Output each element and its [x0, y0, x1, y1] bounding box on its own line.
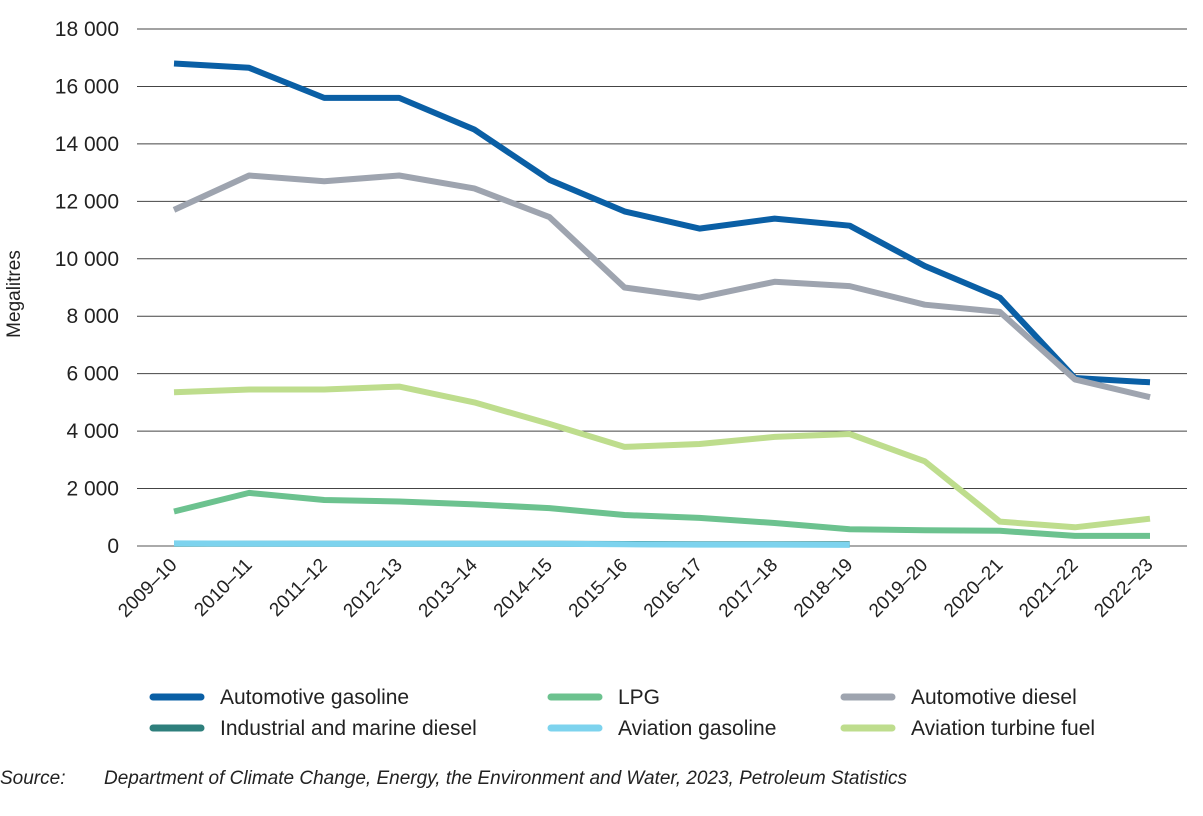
source-note: Source: Department of Climate Change, Ene…: [0, 768, 907, 790]
x-tick-label: 2020–21: [940, 555, 1007, 622]
source-label: Source:: [0, 768, 66, 789]
y-tick-label: 2 000: [66, 478, 119, 501]
x-tick-label: 2017–18: [715, 555, 782, 622]
y-tick-label: 18 000: [55, 18, 119, 41]
y-tick-label: 8 000: [66, 305, 119, 328]
legend-label: Industrial and marine diesel: [220, 717, 477, 740]
legend-label: Automotive gasoline: [220, 686, 409, 709]
x-tick-label: 2016–17: [640, 555, 707, 622]
source-text: Department of Climate Change, Energy, th…: [104, 768, 907, 789]
x-tick-label: 2012–13: [340, 555, 407, 622]
legend-label: Aviation gasoline: [618, 717, 776, 740]
series-line-lpg: [173, 489, 1150, 539]
x-tick-label: 2019–20: [865, 555, 932, 622]
y-tick-label: 10 000: [55, 248, 119, 271]
x-tick-label: 2009–10: [114, 555, 181, 622]
series-line-aviation-gasoline: [173, 540, 850, 548]
series-line-automotive-gasoline: [173, 60, 1151, 386]
x-tick-label: 2011–12: [266, 555, 332, 621]
y-axis-label: Megalitres: [4, 250, 25, 338]
legend-label: LPG: [618, 686, 660, 709]
y-tick-label: 14 000: [55, 133, 119, 156]
legend-label: Aviation turbine fuel: [911, 717, 1095, 740]
y-tick-label: 12 000: [55, 190, 119, 213]
series-line-automotive-diesel: [172, 172, 1151, 401]
y-tick-label: 0: [107, 535, 119, 558]
x-tick-label: 2021–22: [1015, 555, 1082, 622]
y-tick-label: 6 000: [66, 363, 119, 386]
series-line-aviation-turbine-fuel: [173, 383, 1151, 531]
y-tick-label: 16 000: [55, 75, 119, 98]
x-tick-label: 2015–16: [565, 555, 632, 622]
legend-label: Automotive diesel: [911, 686, 1077, 709]
y-tick-label: 4 000: [66, 420, 119, 443]
gridlines: [137, 28, 1187, 547]
y-axis-ticks: 0 2 000 4 000 6 000 8 000 10 000 12 000 14 000 1…: [55, 18, 119, 558]
x-tick-label: 2014–15: [490, 555, 557, 622]
series-lines: [172, 60, 1151, 548]
legend: Automotive gasoline LPG Automotive diesel I…: [149, 686, 1095, 740]
x-tick-label: 2010–11: [190, 555, 256, 621]
x-axis-ticks: 2009–10 2010–11 2011–12 2012–13 2013–14 2014–…: [114, 554, 1157, 621]
x-tick-label: 2018–19: [790, 555, 857, 622]
x-tick-label: 2022–23: [1090, 555, 1157, 622]
line-chart: 0 2 000 4 000 6 000 8 000 10 000 12 000 14 000 1…: [4, 18, 1187, 740]
x-tick-label: 2013–14: [415, 554, 482, 621]
